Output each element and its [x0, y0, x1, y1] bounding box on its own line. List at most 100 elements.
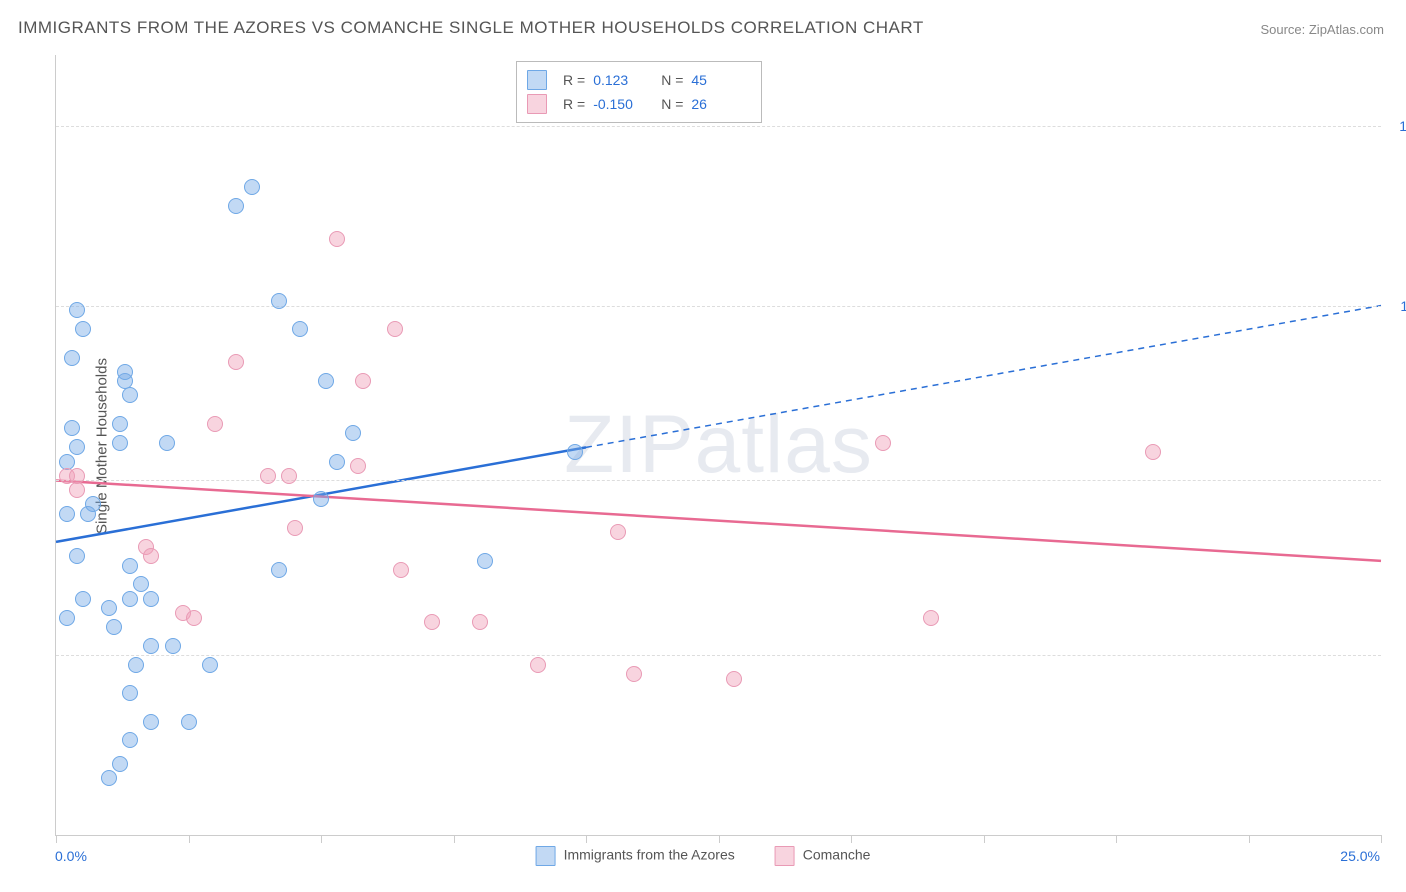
- x-tick: [321, 835, 322, 843]
- scatter-point: [64, 350, 80, 366]
- scatter-point: [567, 444, 583, 460]
- scatter-point: [228, 354, 244, 370]
- plot-area: ZIPatlas R =0.123N =45R =-0.150N =26 3.8…: [55, 55, 1381, 836]
- scatter-point: [281, 468, 297, 484]
- n-label: N =: [661, 92, 683, 116]
- scatter-point: [85, 496, 101, 512]
- scatter-point: [75, 321, 91, 337]
- series-legend: Immigrants from the Azores Comanche: [536, 846, 871, 866]
- legend-swatch: [536, 846, 556, 866]
- scatter-point: [59, 506, 75, 522]
- x-tick: [56, 835, 57, 843]
- scatter-point: [345, 425, 361, 441]
- scatter-point: [610, 524, 626, 540]
- scatter-point: [477, 553, 493, 569]
- scatter-point: [128, 657, 144, 673]
- scatter-point: [207, 416, 223, 432]
- x-tick: [1381, 835, 1382, 843]
- scatter-point: [186, 610, 202, 626]
- scatter-point: [112, 435, 128, 451]
- scatter-point: [143, 714, 159, 730]
- n-value: 45: [691, 68, 751, 92]
- legend-item: Immigrants from the Azores: [536, 846, 735, 866]
- legend-item: Comanche: [775, 846, 871, 866]
- scatter-point: [244, 179, 260, 195]
- scatter-point: [387, 321, 403, 337]
- trend-line-dashed: [586, 306, 1381, 448]
- scatter-point: [69, 482, 85, 498]
- n-value: 26: [691, 92, 751, 116]
- x-tick: [984, 835, 985, 843]
- scatter-point: [287, 520, 303, 536]
- r-label: R =: [563, 68, 585, 92]
- gridline: [56, 480, 1381, 481]
- scatter-point: [1145, 444, 1161, 460]
- legend-swatch: [527, 94, 547, 114]
- scatter-point: [424, 614, 440, 630]
- scatter-point: [472, 614, 488, 630]
- x-tick: [1249, 835, 1250, 843]
- scatter-point: [133, 576, 149, 592]
- scatter-point: [106, 619, 122, 635]
- scatter-point: [875, 435, 891, 451]
- r-label: R =: [563, 92, 585, 116]
- scatter-point: [143, 591, 159, 607]
- scatter-point: [59, 610, 75, 626]
- legend-swatch: [775, 846, 795, 866]
- scatter-point: [64, 420, 80, 436]
- y-tick-label: 11.2%: [1400, 298, 1406, 314]
- trend-line-solid: [56, 480, 1381, 560]
- scatter-point: [69, 302, 85, 318]
- trend-lines-layer: [56, 55, 1381, 835]
- r-value: -0.150: [593, 92, 653, 116]
- scatter-point: [122, 732, 138, 748]
- scatter-point: [355, 373, 371, 389]
- scatter-point: [143, 638, 159, 654]
- scatter-point: [202, 657, 218, 673]
- scatter-point: [626, 666, 642, 682]
- scatter-point: [122, 387, 138, 403]
- chart-title: IMMIGRANTS FROM THE AZORES VS COMANCHE S…: [18, 18, 924, 38]
- x-tick: [719, 835, 720, 843]
- x-tick: [586, 835, 587, 843]
- scatter-point: [159, 435, 175, 451]
- scatter-point: [350, 458, 366, 474]
- scatter-point: [329, 231, 345, 247]
- scatter-point: [143, 548, 159, 564]
- scatter-point: [101, 600, 117, 616]
- x-tick: [189, 835, 190, 843]
- r-value: 0.123: [593, 68, 653, 92]
- scatter-point: [69, 548, 85, 564]
- x-min-label: 0.0%: [55, 848, 87, 864]
- n-label: N =: [661, 68, 683, 92]
- correlation-chart: IMMIGRANTS FROM THE AZORES VS COMANCHE S…: [0, 0, 1406, 892]
- scatter-point: [726, 671, 742, 687]
- stats-legend-row: R = -0.150 N = 26: [527, 92, 751, 116]
- x-max-label: 25.0%: [1340, 848, 1380, 864]
- gridline: [56, 126, 1381, 127]
- legend-swatch: [527, 70, 547, 90]
- gridline: [56, 655, 1381, 656]
- scatter-point: [271, 562, 287, 578]
- scatter-point: [313, 491, 329, 507]
- x-tick: [454, 835, 455, 843]
- scatter-point: [112, 416, 128, 432]
- scatter-point: [165, 638, 181, 654]
- scatter-point: [112, 756, 128, 772]
- scatter-point: [271, 293, 287, 309]
- scatter-point: [530, 657, 546, 673]
- x-tick: [1116, 835, 1117, 843]
- scatter-point: [122, 558, 138, 574]
- scatter-point: [75, 591, 91, 607]
- legend-label: Immigrants from the Azores: [564, 847, 735, 863]
- scatter-point: [69, 439, 85, 455]
- scatter-point: [122, 685, 138, 701]
- scatter-point: [117, 364, 133, 380]
- scatter-point: [228, 198, 244, 214]
- stats-legend: R = 0.123 N = 45 R = -0.150 N = 26: [516, 61, 762, 123]
- scatter-point: [69, 468, 85, 484]
- scatter-point: [329, 454, 345, 470]
- scatter-point: [101, 770, 117, 786]
- gridline: [56, 306, 1381, 307]
- legend-label: Comanche: [803, 847, 871, 863]
